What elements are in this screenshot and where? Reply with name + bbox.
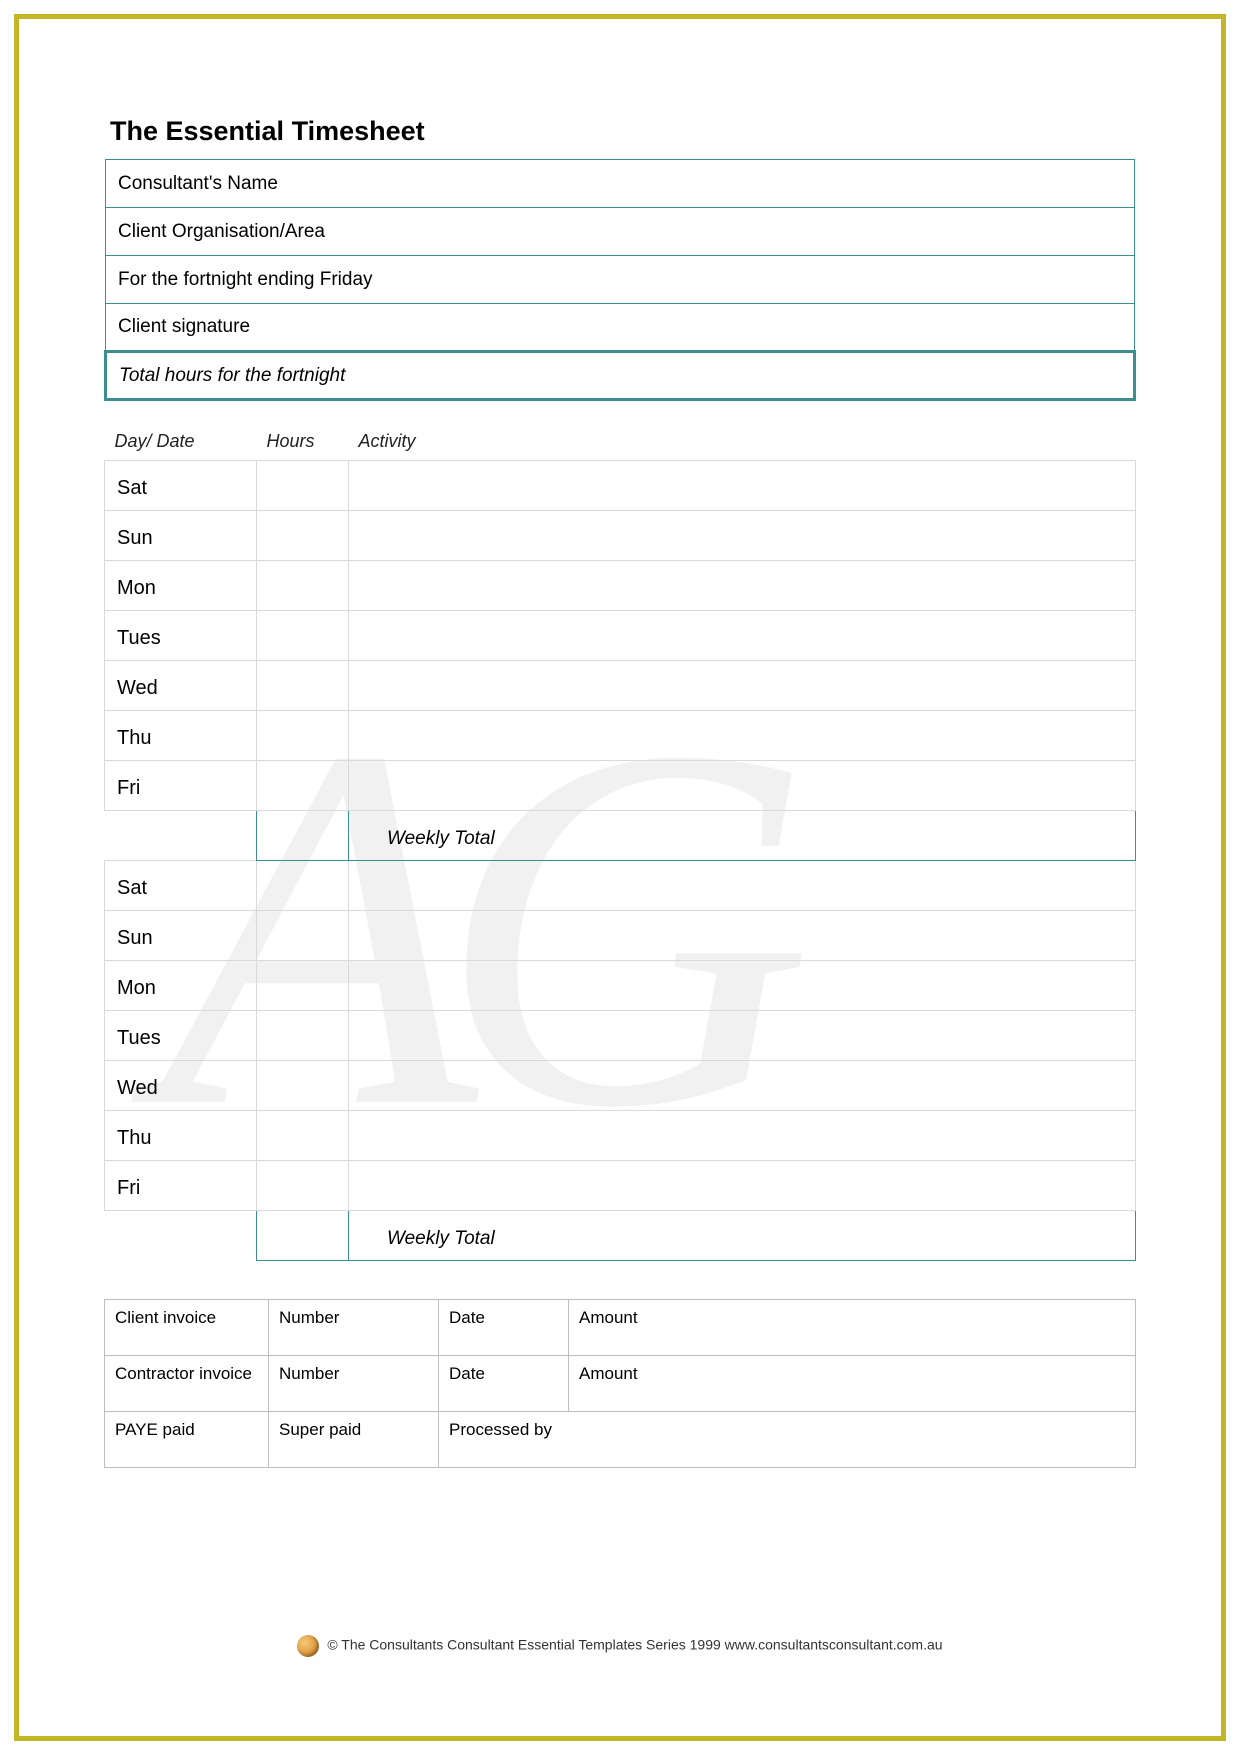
- log-col-activity: Activity: [349, 423, 1136, 461]
- weekly-total-hours: [257, 1211, 349, 1261]
- log-hours: [257, 561, 349, 611]
- log-row: Wed: [105, 1061, 1136, 1111]
- log-day: Mon: [105, 561, 257, 611]
- log-row: Sun: [105, 911, 1136, 961]
- log-activity: [349, 1111, 1136, 1161]
- log-hours: [257, 1061, 349, 1111]
- log-day: Sun: [105, 911, 257, 961]
- log-day: Tues: [105, 1011, 257, 1061]
- weekly-total-label: Weekly Total: [349, 1211, 1136, 1261]
- invoice-cell: Date: [439, 1300, 569, 1356]
- log-row: Sat: [105, 861, 1136, 911]
- weekly-total-row: Weekly Total: [105, 1211, 1136, 1261]
- invoice-row: Client invoice Number Date Amount: [105, 1300, 1136, 1356]
- header-row-total: Total hours for the fortnight: [106, 352, 1135, 400]
- log-activity: [349, 1061, 1136, 1111]
- log-hours: [257, 1111, 349, 1161]
- log-hours: [257, 861, 349, 911]
- invoice-cell: Amount: [569, 1300, 1136, 1356]
- log-day: Thu: [105, 1111, 257, 1161]
- log-table: Day/ Date Hours Activity Sat Sun Mon Tue…: [104, 423, 1136, 1261]
- weekly-total-hours: [257, 811, 349, 861]
- log-day: Wed: [105, 1061, 257, 1111]
- log-day: Fri: [105, 1161, 257, 1211]
- log-row: Sat: [105, 461, 1136, 511]
- log-activity: [349, 561, 1136, 611]
- weekly-total-label: Weekly Total: [349, 811, 1136, 861]
- invoice-cell: Number: [269, 1356, 439, 1412]
- log-day: Wed: [105, 661, 257, 711]
- log-day: Fri: [105, 761, 257, 811]
- log-activity: [349, 961, 1136, 1011]
- invoice-cell: Amount: [569, 1356, 1136, 1412]
- log-row: Fri: [105, 761, 1136, 811]
- log-hours: [257, 711, 349, 761]
- invoice-cell: Client invoice: [105, 1300, 269, 1356]
- log-row: Sun: [105, 511, 1136, 561]
- page-footer: © The Consultants Consultant Essential T…: [0, 1635, 1240, 1657]
- log-activity: [349, 611, 1136, 661]
- log-col-hours: Hours: [257, 423, 349, 461]
- log-hours: [257, 511, 349, 561]
- log-hours: [257, 761, 349, 811]
- log-activity: [349, 1011, 1136, 1061]
- footer-text: © The Consultants Consultant Essential T…: [327, 1637, 942, 1653]
- log-hours: [257, 1161, 349, 1211]
- invoice-cell: Number: [269, 1300, 439, 1356]
- log-activity: [349, 761, 1136, 811]
- log-activity: [349, 911, 1136, 961]
- log-hours: [257, 911, 349, 961]
- log-day: Sat: [105, 861, 257, 911]
- log-hours: [257, 1011, 349, 1061]
- document-content: The Essential Timesheet Consultant's Nam…: [104, 116, 1136, 1468]
- header-row-client-org: Client Organisation/Area: [106, 208, 1135, 256]
- globe-icon: [297, 1635, 319, 1657]
- header-row-signature: Client signature: [106, 304, 1135, 352]
- weekly-total-row: Weekly Total: [105, 811, 1136, 861]
- header-table: Consultant's Name Client Organisation/Ar…: [104, 159, 1136, 401]
- blank-cell: [105, 1211, 257, 1261]
- log-hours: [257, 961, 349, 1011]
- log-row: Fri: [105, 1161, 1136, 1211]
- log-day: Thu: [105, 711, 257, 761]
- invoice-cell: Contractor invoice: [105, 1356, 269, 1412]
- invoice-row: Contractor invoice Number Date Amount: [105, 1356, 1136, 1412]
- log-header-row: Day/ Date Hours Activity: [105, 423, 1136, 461]
- log-day: Mon: [105, 961, 257, 1011]
- blank-cell: [105, 811, 257, 861]
- log-row: Wed: [105, 661, 1136, 711]
- log-hours: [257, 611, 349, 661]
- log-activity: [349, 1161, 1136, 1211]
- log-day: Tues: [105, 611, 257, 661]
- log-row: Tues: [105, 1011, 1136, 1061]
- log-day: Sat: [105, 461, 257, 511]
- log-col-day: Day/ Date: [105, 423, 257, 461]
- header-row-fortnight: For the fortnight ending Friday: [106, 256, 1135, 304]
- log-row: Mon: [105, 561, 1136, 611]
- invoice-cell: Processed by: [439, 1412, 1136, 1468]
- log-hours: [257, 461, 349, 511]
- log-activity: [349, 661, 1136, 711]
- log-day: Sun: [105, 511, 257, 561]
- invoice-row: PAYE paid Super paid Processed by: [105, 1412, 1136, 1468]
- invoice-table: Client invoice Number Date Amount Contra…: [104, 1299, 1136, 1468]
- page-title: The Essential Timesheet: [104, 116, 1136, 147]
- log-row: Thu: [105, 711, 1136, 761]
- invoice-cell: Super paid: [269, 1412, 439, 1468]
- log-activity: [349, 861, 1136, 911]
- log-row: Tues: [105, 611, 1136, 661]
- invoice-cell: Date: [439, 1356, 569, 1412]
- log-row: Thu: [105, 1111, 1136, 1161]
- log-activity: [349, 461, 1136, 511]
- log-row: Mon: [105, 961, 1136, 1011]
- log-activity: [349, 711, 1136, 761]
- log-hours: [257, 661, 349, 711]
- log-activity: [349, 511, 1136, 561]
- header-row-consultant: Consultant's Name: [106, 160, 1135, 208]
- invoice-cell: PAYE paid: [105, 1412, 269, 1468]
